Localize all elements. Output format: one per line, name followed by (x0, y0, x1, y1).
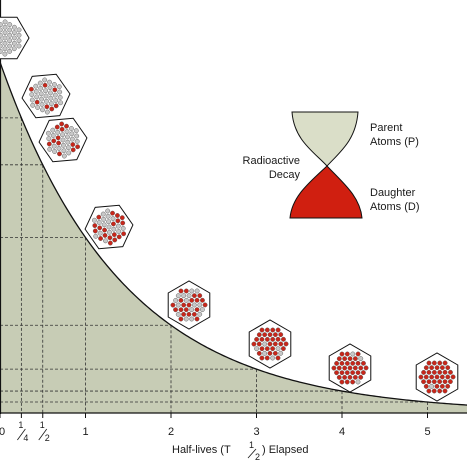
atom-samples (0, 16, 459, 402)
atom-sample-hexagon (415, 352, 459, 402)
hourglass-bottom-label-1: Daughter (370, 187, 416, 199)
x-tick-label: 12 (38, 420, 50, 443)
hourglass-middle-label-2: Decay (269, 169, 301, 181)
atom-sample-hexagon (38, 117, 88, 163)
x-axis-label-main: Half-lives (T (172, 444, 231, 456)
svg-text:1: 1 (18, 420, 23, 430)
x-axis-label-sub-den: 2 (255, 452, 260, 462)
hourglass: Parent Atoms (P) Radioactive Decay Daugh… (243, 111, 420, 219)
dashed-grid (0, 117, 428, 413)
hourglass-top-label-2: Atoms (P) (370, 136, 419, 148)
svg-text:1: 1 (40, 420, 45, 430)
x-axis-label-sub-num: 1 (249, 440, 254, 450)
svg-text:4: 4 (23, 433, 28, 443)
atom-sample-hexagon (0, 16, 30, 60)
x-tick-label: 0 (0, 426, 5, 438)
x-tick-label: 5 (424, 426, 430, 438)
x-tick-label: 3 (253, 426, 259, 438)
decay-curve (0, 61, 467, 406)
x-tick-label: 2 (168, 426, 174, 438)
hourglass-daughter-bulb (289, 165, 363, 219)
atom-sample-hexagon (248, 319, 292, 369)
x-axis-label-end: ) Elapsed (262, 444, 308, 456)
x-tick-label: 4 (339, 426, 345, 438)
atom-sample-hexagon (84, 204, 134, 250)
atom-sample-hexagon (21, 73, 71, 119)
svg-text:2: 2 (45, 433, 50, 443)
x-tick-label: 14 (17, 420, 28, 443)
atom-sample-hexagon (328, 343, 372, 393)
hourglass-parent-bulb (291, 111, 359, 167)
hourglass-top-label-1: Parent (370, 122, 402, 134)
x-tick-label: 1 (82, 426, 88, 438)
x-axis-label: Half-lives (T 1 2 ) Elapsed (172, 440, 308, 462)
atom-sample-hexagon (167, 280, 211, 330)
hourglass-middle-label-1: Radioactive (243, 155, 300, 167)
hourglass-bottom-label-2: Atoms (D) (370, 201, 420, 213)
